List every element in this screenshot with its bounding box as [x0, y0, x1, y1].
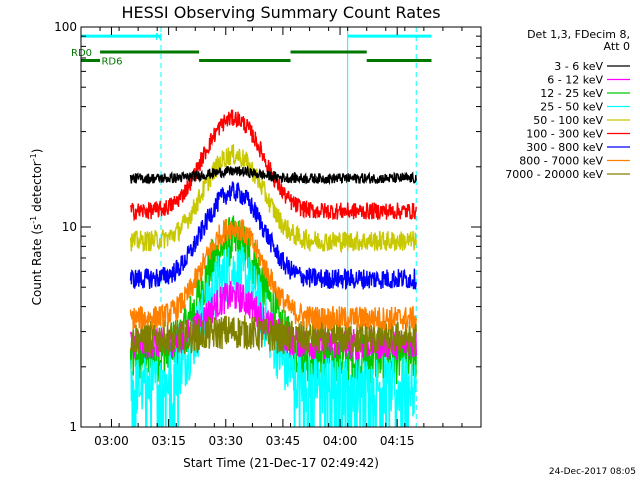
- legend-header-line2: Att 0: [604, 40, 630, 53]
- legend-item: 7000 - 20000 keV: [505, 168, 630, 181]
- series-line: [129, 218, 417, 331]
- legend-label: 3 - 6 keV: [554, 60, 603, 73]
- rd-label: RD6: [101, 56, 122, 67]
- x-axis: 03:00 03:15 03:30 03:45 04:00 04:15: [80, 27, 482, 448]
- legend-label: 7000 - 20000 keV: [505, 168, 603, 181]
- series-line: [129, 164, 417, 186]
- legend-item: 12 - 25 keV: [540, 87, 630, 100]
- series-line: [129, 181, 417, 291]
- x-tick-label: 03:15: [151, 434, 186, 448]
- legend-label: 800 - 7000 keV: [519, 155, 603, 168]
- legend-label: 25 - 50 keV: [540, 101, 603, 114]
- plot-area: N RD0 RD6: [71, 27, 432, 427]
- y-axis-label: Count Rate (s-1 detector-1): [29, 149, 44, 306]
- y-tick-label: 10: [62, 220, 77, 234]
- x-tick-label: 03:30: [208, 434, 243, 448]
- legend-item: 300 - 800 keV: [526, 141, 630, 154]
- legend-label: 12 - 25 keV: [540, 87, 603, 100]
- legend-label: 6 - 12 keV: [547, 74, 603, 87]
- legend-item: 6 - 12 keV: [547, 74, 630, 87]
- y-tick-label: 1: [69, 420, 77, 434]
- legend-label: 300 - 800 keV: [526, 141, 603, 154]
- chart-title: HESSI Observing Summary Count Rates: [121, 3, 440, 22]
- legend-header-line1: Det 1,3, FDecim 8,: [527, 28, 630, 41]
- legend-item: 100 - 300 keV: [526, 128, 630, 141]
- x-tick-label: 03:00: [94, 434, 129, 448]
- series-line: [129, 315, 417, 355]
- y-axis: 1 10 100: [54, 20, 481, 434]
- legend-item: 50 - 100 keV: [533, 114, 630, 127]
- x-tick-label: 04:15: [380, 434, 415, 448]
- x-tick-label: 03:45: [266, 434, 301, 448]
- attenuator-label: N: [155, 32, 162, 43]
- rd-label: RD0: [71, 48, 92, 59]
- footer-timestamp: 24-Dec-2017 08:05: [549, 467, 636, 477]
- x-tick-label: 04:00: [323, 434, 358, 448]
- legend-item: 25 - 50 keV: [540, 101, 630, 114]
- x-axis-label: Start Time (21-Dec-17 02:49:42): [183, 456, 379, 470]
- legend-item: 800 - 7000 keV: [519, 155, 630, 168]
- legend-item: 3 - 6 keV: [554, 60, 630, 73]
- legend-label: 100 - 300 keV: [526, 128, 603, 141]
- series-line: [129, 144, 417, 254]
- legend-label: 50 - 100 keV: [533, 114, 603, 127]
- y-tick-label: 100: [54, 20, 77, 34]
